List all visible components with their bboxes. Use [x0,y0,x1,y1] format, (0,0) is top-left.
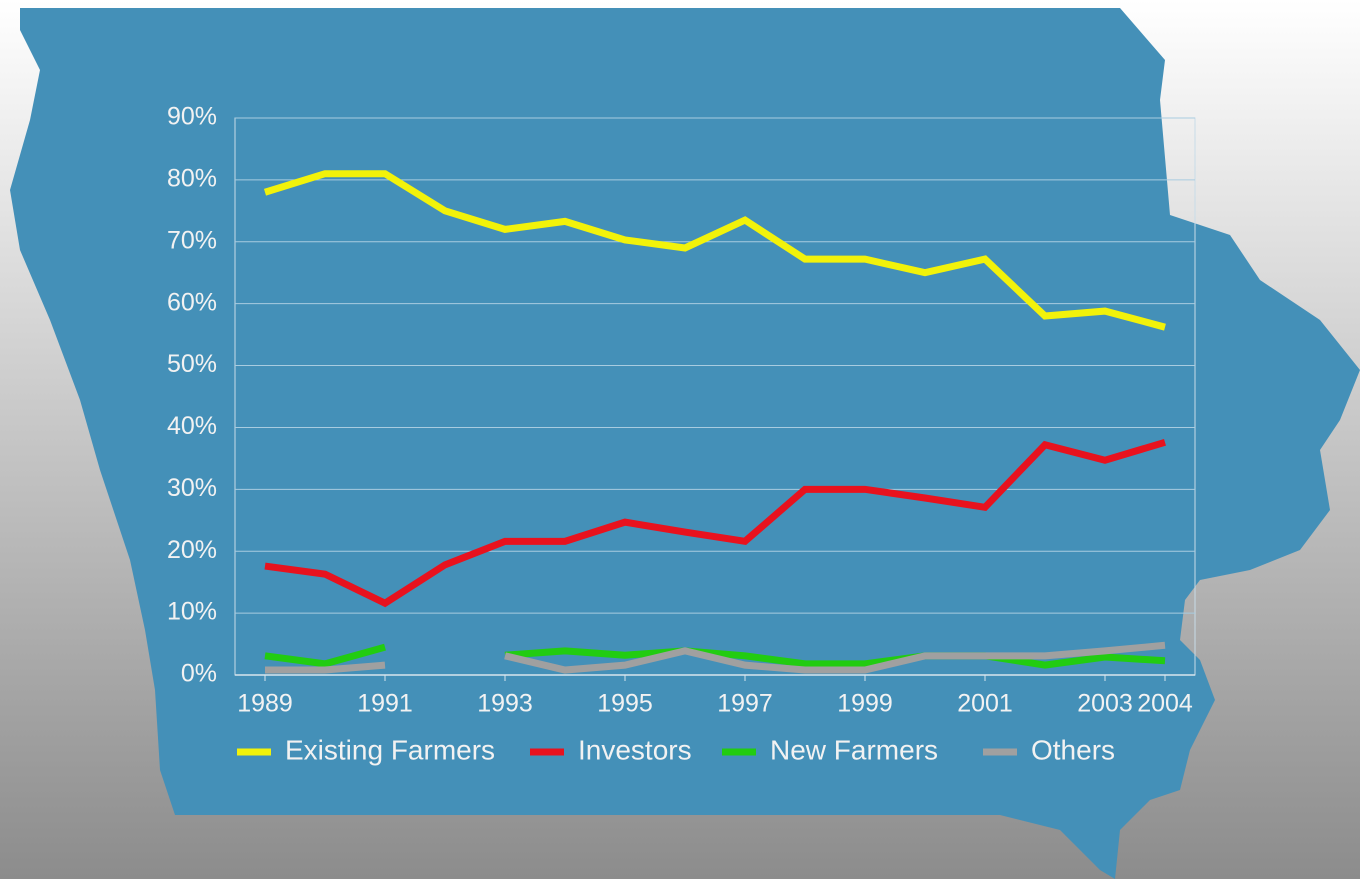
legend-label: Existing Farmers [285,734,495,765]
series-line [264,643,1166,669]
x-tick-label: 1989 [237,690,293,718]
y-tick-label: 70% [167,226,217,254]
x-tick-label: 1995 [597,690,653,718]
y-tick-label: 90% [167,103,217,131]
x-tick-label: 1993 [477,690,533,718]
x-tick-label: 1991 [357,690,413,718]
y-tick-label: 20% [167,536,217,564]
series-line [263,170,1166,331]
x-tick-label: 1997 [717,690,773,718]
x-tick-label: 2004 [1137,690,1193,718]
legend-label: Others [1031,734,1115,765]
series-line [264,438,1167,608]
y-tick-label: 10% [167,598,217,626]
series-line [265,641,1166,674]
x-tick-label: 2003 [1077,690,1133,718]
y-tick-label: 0% [181,660,217,688]
y-tick-label: 40% [167,412,217,440]
legend-label: New Farmers [770,734,938,765]
y-tick-label: 30% [167,474,217,502]
legend-label: Investors [578,734,692,765]
x-tick-label: 2001 [957,690,1013,718]
y-tick-label: 50% [167,350,217,378]
x-tick-label: 1999 [837,690,893,718]
y-tick-label: 60% [167,288,217,316]
y-tick-label: 80% [167,164,217,192]
